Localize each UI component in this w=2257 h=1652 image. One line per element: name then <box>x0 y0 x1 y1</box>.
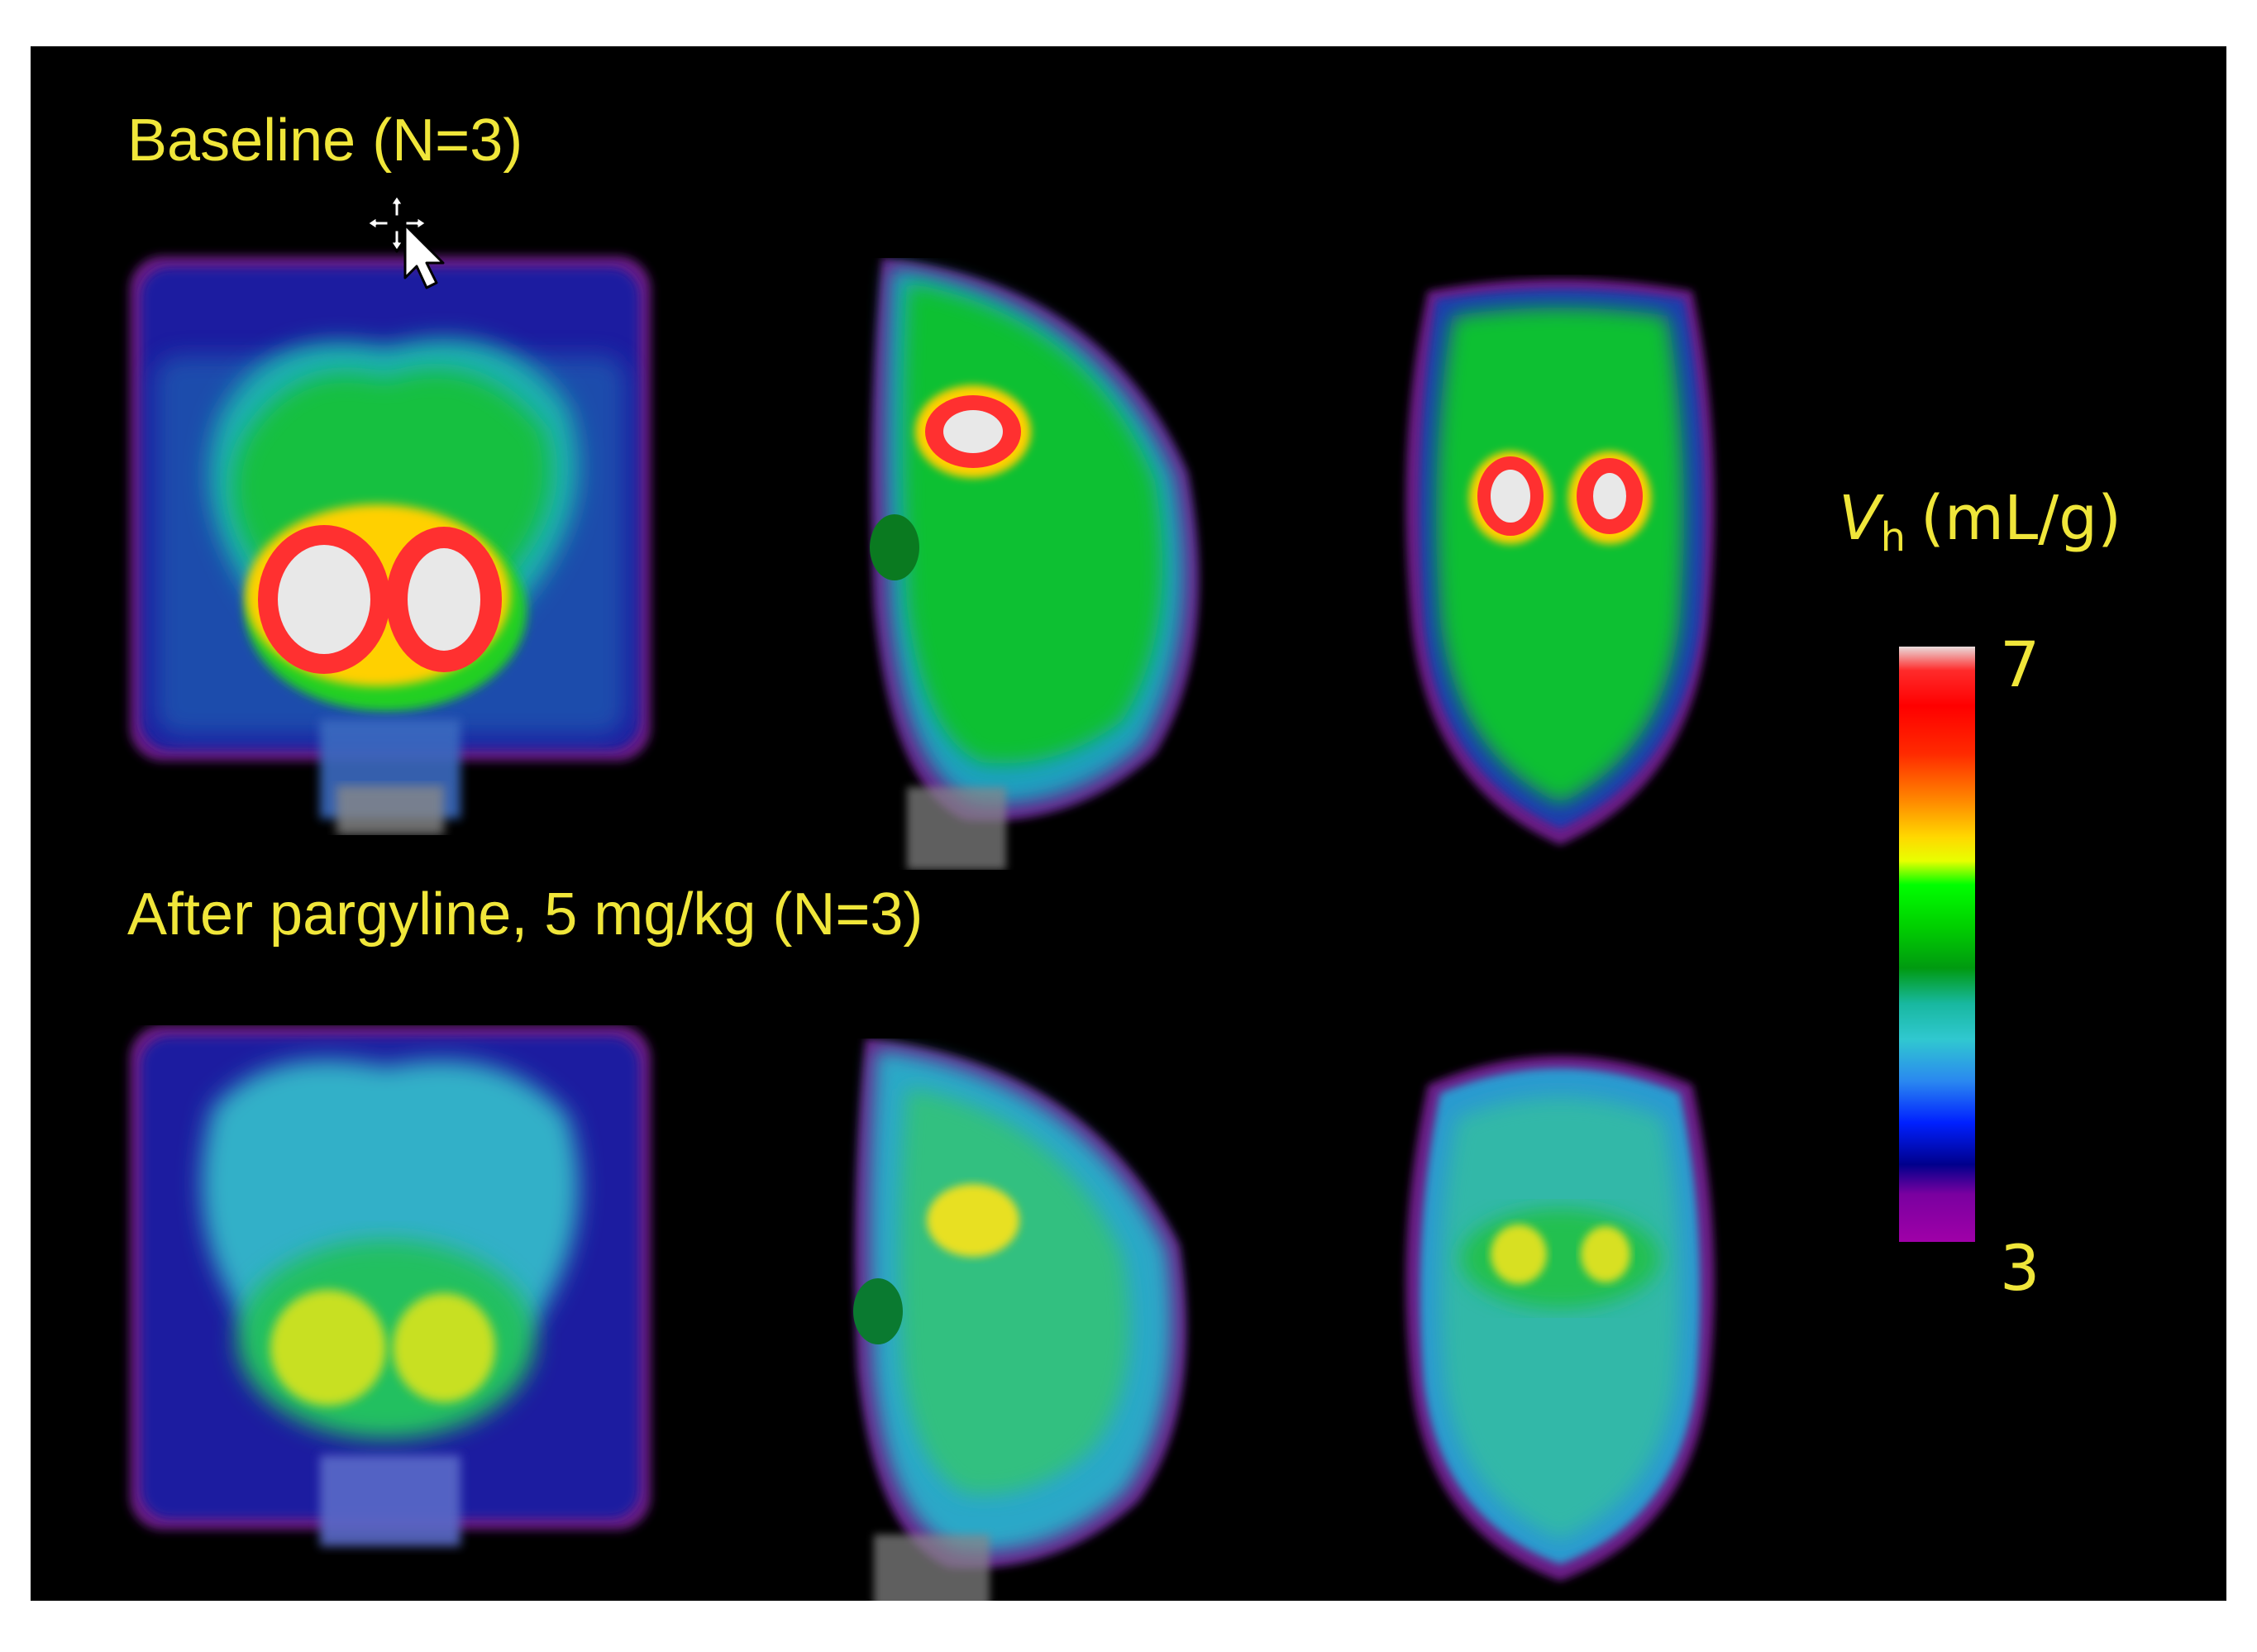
pargyline-coronal-image <box>105 1025 675 1571</box>
baseline-sagittal-image <box>857 258 1246 870</box>
pargyline-row-label: After pargyline, 5 mg/kg (N=3) <box>127 881 923 948</box>
colorbar-symbol: V <box>1839 483 1881 554</box>
pargyline-sagittal-image <box>841 1038 1229 1601</box>
move-cursor-icon <box>365 192 465 291</box>
colorbar-max-label: 7 <box>2000 628 2040 701</box>
baseline-horizontal-image <box>1378 275 1742 878</box>
baseline-coronal-image <box>105 223 675 835</box>
colorbar-subscript: h <box>1880 514 1906 561</box>
colorbar-title: Vh (mL/g) <box>1839 488 2121 557</box>
pargyline-horizontal-image <box>1378 1035 1742 1601</box>
baseline-row-label: Baseline (N=3) <box>127 107 523 174</box>
figure-panel: Baseline (N=3) After pargyline, 5 mg/kg … <box>31 46 2226 1601</box>
colorbar-unit: (mL/g) <box>1921 483 2122 554</box>
colorbar-min-label: 3 <box>2000 1231 2040 1305</box>
colorbar-scale <box>1899 647 1975 1242</box>
